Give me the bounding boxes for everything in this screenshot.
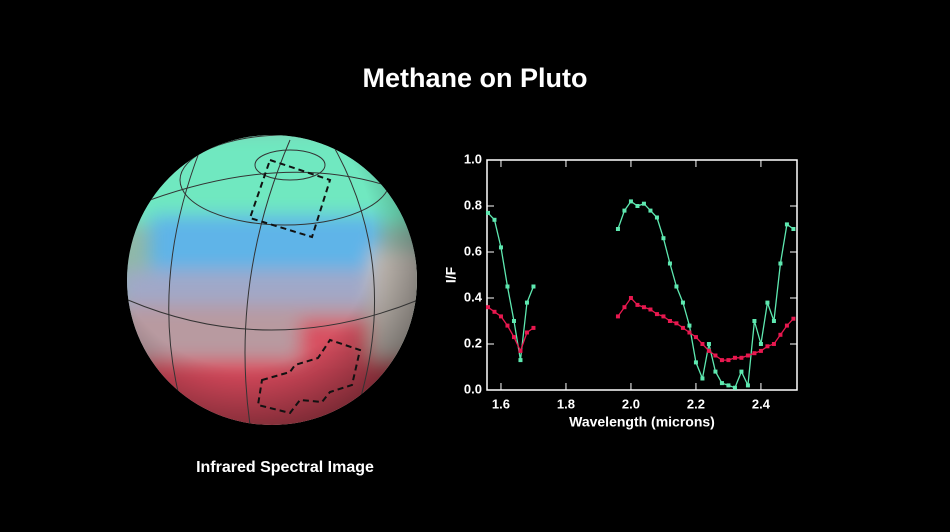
data-point <box>752 351 757 356</box>
data-point <box>778 261 783 266</box>
image-caption: Infrared Spectral Image <box>196 459 374 476</box>
data-point <box>758 348 763 353</box>
y-tick-label: 0.0 <box>464 381 482 396</box>
data-point <box>635 204 640 208</box>
data-point <box>784 323 789 328</box>
data-point <box>622 208 627 213</box>
data-point <box>778 332 783 337</box>
data-point <box>726 358 731 363</box>
data-point <box>511 335 516 340</box>
x-tick-label: 1.8 <box>557 396 575 411</box>
data-point <box>511 319 516 323</box>
data-point <box>635 302 640 307</box>
x-axis-label: Wavelength (microns) <box>569 414 715 430</box>
data-point <box>498 245 503 250</box>
data-point <box>791 316 796 321</box>
data-point <box>739 355 744 360</box>
data-point <box>784 222 789 227</box>
title: Methane on Pluto <box>363 63 588 93</box>
data-point <box>531 325 536 330</box>
data-point <box>719 381 724 386</box>
data-point <box>732 355 737 360</box>
data-point <box>667 261 672 266</box>
x-tick-label: 2.4 <box>752 396 771 411</box>
data-point <box>524 300 529 305</box>
x-tick-label: 2.2 <box>687 396 705 411</box>
data-point <box>615 314 620 319</box>
data-point <box>765 300 770 305</box>
data-point <box>485 210 490 215</box>
y-tick-label: 0.2 <box>464 335 482 350</box>
y-tick-label: 0.6 <box>464 243 482 258</box>
data-point <box>485 305 490 310</box>
pluto-image <box>127 135 417 425</box>
data-point <box>771 319 776 323</box>
data-point <box>524 330 529 335</box>
x-tick-label: 2.0 <box>622 396 640 411</box>
y-axis-label: I/F <box>443 266 459 283</box>
data-point <box>492 217 497 222</box>
data-point <box>745 383 750 388</box>
data-point <box>667 319 672 323</box>
data-point <box>719 358 724 363</box>
data-point <box>687 323 692 328</box>
data-point <box>622 305 627 310</box>
data-point <box>765 344 770 349</box>
data-point <box>661 236 666 241</box>
data-point <box>726 383 731 388</box>
data-point <box>531 284 536 289</box>
data-point <box>700 376 705 381</box>
data-point <box>791 227 796 231</box>
data-point <box>674 284 679 289</box>
data-point <box>706 342 711 346</box>
data-point <box>661 314 666 319</box>
data-point <box>693 335 698 340</box>
data-point <box>700 342 705 346</box>
data-point <box>505 323 510 328</box>
data-point <box>628 199 633 204</box>
data-point <box>680 300 685 305</box>
data-point <box>654 312 659 317</box>
data-point <box>641 201 646 206</box>
data-point <box>518 348 523 353</box>
data-point <box>771 342 776 346</box>
data-point <box>674 321 679 326</box>
data-point <box>492 309 497 314</box>
y-tick-label: 1.0 <box>464 151 482 166</box>
data-point <box>732 385 737 390</box>
data-point <box>615 227 620 231</box>
data-point <box>687 330 692 335</box>
data-point <box>628 296 633 300</box>
data-point <box>713 353 718 358</box>
data-point <box>706 348 711 353</box>
data-point <box>680 325 685 330</box>
series-line <box>487 200 794 389</box>
x-tick-label: 1.6 <box>492 396 510 411</box>
y-tick-label: 0.4 <box>464 289 483 304</box>
data-point <box>505 284 510 289</box>
data-point <box>758 342 763 346</box>
data-point <box>752 319 757 323</box>
data-point <box>713 369 718 374</box>
data-point <box>648 307 653 312</box>
data-point <box>648 208 653 213</box>
data-point <box>693 360 698 365</box>
data-point <box>654 215 659 220</box>
plot-frame <box>486 159 798 391</box>
data-point <box>498 314 503 319</box>
y-tick-label: 0.8 <box>464 197 482 212</box>
data-point <box>641 305 646 310</box>
data-point <box>739 369 744 374</box>
data-point <box>745 353 750 358</box>
data-point <box>518 358 523 363</box>
